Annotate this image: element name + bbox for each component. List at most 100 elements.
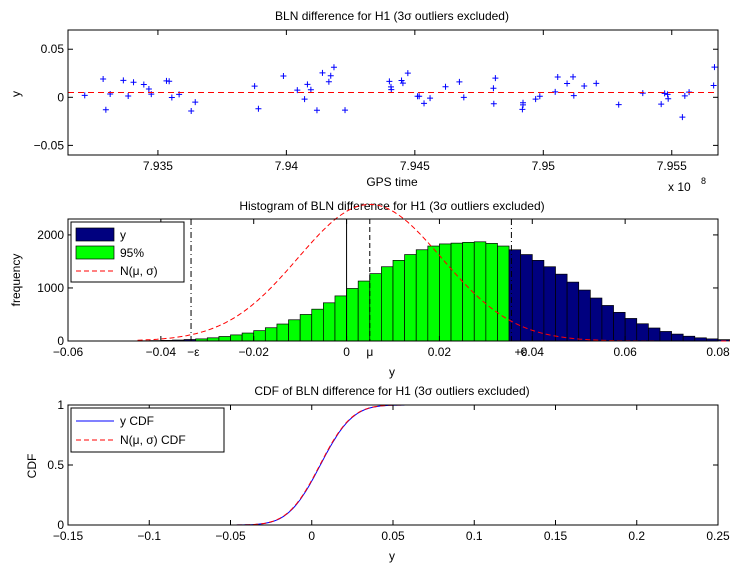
histogram-bar — [392, 260, 405, 342]
histogram-bar — [613, 312, 626, 342]
legend-swatch-95 — [75, 245, 115, 260]
scatter-point — [102, 106, 109, 113]
x-tick-label: 7.95 — [532, 159, 556, 173]
axes-frame — [67, 29, 719, 156]
histogram-axes: −0.06 −0.04 −0.02 0 0.02 0.04 0.06 0.08 0 1000 200… — [37, 218, 730, 359]
histogram-bar — [659, 331, 672, 342]
x-tick-label: 0.2 — [628, 529, 645, 543]
y-tick-label: 1000 — [37, 281, 64, 295]
annotation-label: −ε — [187, 345, 200, 359]
scatter-point — [552, 88, 559, 95]
scatter-axes: 7.935 7.94 7.945 7.95 7.955 −0.05 0 0.05 — [34, 29, 719, 173]
histogram-bar — [555, 273, 568, 342]
scatter-panel: BLN difference for H1 (3σ outliers exclu… — [9, 9, 719, 194]
scatter-point — [427, 95, 434, 102]
histogram-bar — [323, 302, 336, 342]
scatter-point — [294, 87, 301, 94]
histogram-bar — [288, 319, 301, 342]
cdf-axes: −0.15 −0.1 −0.05 0 0.05 0.1 0.15 0.2 0.25 0 0.5 1 — [47, 398, 730, 543]
scatter-point — [554, 73, 561, 80]
scatter-point — [711, 64, 718, 71]
scatter-point — [442, 83, 449, 90]
scatter-point — [145, 86, 152, 93]
histogram-bar — [508, 249, 522, 342]
histogram-bar — [369, 273, 382, 342]
histogram-bar — [357, 280, 371, 342]
x-tick-label: 0.06 — [613, 345, 637, 359]
empirical-cdf-line — [149, 404, 702, 526]
scatter-point — [140, 81, 147, 88]
x-tick-label: −0.05 — [215, 529, 246, 543]
x-tick-label: −0.04 — [146, 345, 177, 359]
scatter-point — [570, 73, 577, 80]
histogram-bar — [531, 260, 545, 342]
histogram-bar — [473, 241, 487, 342]
histogram-bar — [682, 335, 696, 342]
legend-swatch-y — [75, 227, 115, 242]
legend-label-normal: N(μ, σ) — [120, 264, 158, 278]
y-tick-label: 0 — [57, 334, 64, 348]
scatter-point — [166, 78, 173, 85]
x-tick-label: 0.05 — [381, 529, 405, 543]
scatter-point — [456, 78, 463, 85]
scatter-point — [490, 100, 497, 107]
scatter-point — [319, 69, 326, 76]
x-tick-label: −0.06 — [53, 345, 84, 359]
scatter-point — [388, 86, 395, 93]
scatter-point — [313, 107, 320, 114]
scatter-point — [307, 86, 314, 93]
histogram-bar — [566, 281, 580, 342]
histogram-bar — [230, 334, 243, 342]
scatter-title: BLN difference for H1 (3σ outliers exclu… — [275, 9, 509, 23]
scatter-exponent-power: 8 — [701, 176, 706, 186]
scatter-point — [399, 80, 406, 87]
histogram-bar — [427, 245, 440, 342]
scatter-point — [661, 90, 668, 97]
scatter-point — [280, 73, 287, 80]
histogram-legend: y 95% N(μ, σ) — [70, 221, 185, 283]
histogram-bar — [601, 305, 614, 342]
scatter-point — [251, 83, 258, 90]
y-tick-label: −0.05 — [34, 138, 65, 152]
histogram-bar — [381, 266, 394, 342]
scatter-point — [188, 108, 195, 115]
y-tick-label: 0 — [57, 90, 64, 104]
scatter-point — [492, 75, 499, 82]
scatter-point — [168, 94, 175, 101]
x-tick-label: −0.02 — [239, 345, 270, 359]
histogram-bar — [346, 288, 359, 342]
scatter-point — [564, 80, 571, 87]
histogram-bar — [311, 308, 324, 342]
scatter-marks — [68, 64, 718, 121]
x-tick-label: 0.25 — [706, 529, 730, 543]
scatter-point — [192, 99, 199, 106]
histogram-panel: Histogram of BLN difference for H1 (3σ o… — [9, 199, 730, 379]
legend-box — [70, 407, 225, 453]
scatter-point — [421, 100, 428, 107]
histogram-bar — [404, 254, 417, 342]
scatter-ylabel: y — [9, 91, 23, 97]
scatter-point — [658, 101, 665, 108]
scatter-exponent-base: x 10 — [668, 180, 691, 194]
scatter-point — [681, 92, 688, 99]
scatter-point — [398, 77, 405, 84]
histogram-bar — [253, 330, 266, 342]
histogram-bar — [276, 323, 289, 342]
scatter-point — [615, 101, 622, 108]
cdf-panel: CDF of BLN difference for H1 (3σ outlier… — [25, 384, 730, 563]
cdf-title: CDF of BLN difference for H1 (3σ outlier… — [254, 384, 529, 398]
scatter-point — [386, 78, 393, 85]
y-tick-label: 1 — [57, 398, 64, 412]
annotation-label: +ε — [514, 345, 527, 359]
x-tick-label: 0 — [343, 345, 350, 359]
scatter-point — [130, 79, 137, 86]
histogram-bar — [241, 332, 255, 342]
x-tick-label: 0.04 — [521, 345, 545, 359]
axes-frame — [67, 218, 719, 342]
histogram-bar — [497, 245, 510, 342]
legend-label-ycdf: y CDF — [120, 414, 154, 428]
scatter-point — [325, 78, 332, 85]
histogram-bar — [648, 327, 661, 342]
x-tick-label: 0.08 — [706, 345, 730, 359]
